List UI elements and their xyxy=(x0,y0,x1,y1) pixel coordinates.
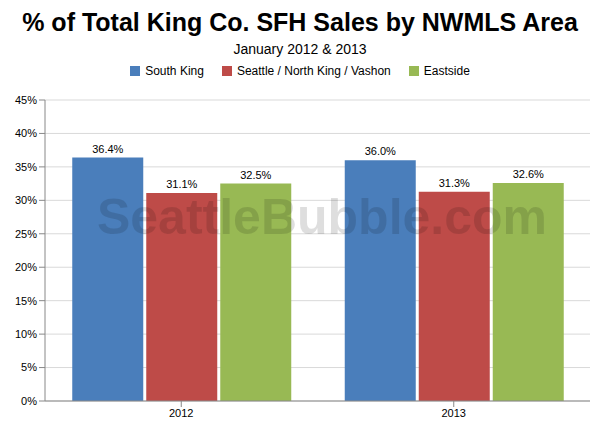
html-text:January 2012 & 2013: January 2012 & 2013 xyxy=(233,41,367,57)
svg-text:36.4%: 36.4% xyxy=(92,143,123,155)
svg-text:30%: 30% xyxy=(15,194,37,206)
svg-text:2013: 2013 xyxy=(442,407,466,419)
svg-text:15%: 15% xyxy=(15,295,37,307)
html-text:South King: South King xyxy=(145,64,204,78)
html-text:Eastside: Eastside xyxy=(423,64,470,78)
svg-text:32.5%: 32.5% xyxy=(240,169,271,181)
svg-text:5%: 5% xyxy=(21,361,37,373)
svg-text:31.1%: 31.1% xyxy=(166,178,197,190)
svg-text:10%: 10% xyxy=(15,328,37,340)
svg-text:45%: 45% xyxy=(15,94,37,106)
html-text:Seattle / North King / Vashon: Seattle / North King / Vashon xyxy=(236,64,391,78)
svg-text:31.3%: 31.3% xyxy=(439,177,470,189)
svg-text:2012: 2012 xyxy=(169,407,193,419)
svg-text:0%: 0% xyxy=(21,395,37,407)
svg-text:20%: 20% xyxy=(15,261,37,273)
svg-text:35%: 35% xyxy=(15,161,37,173)
svg-text:32.6%: 32.6% xyxy=(513,168,544,180)
svg-text:36.0%: 36.0% xyxy=(365,145,396,157)
svg-text:40%: 40% xyxy=(15,127,37,139)
svg-text:25%: 25% xyxy=(15,228,37,240)
html-text:% of Total King Co. SFH Sales: % of Total King Co. SFH Sales by NWMLS A… xyxy=(22,8,578,36)
html-text:SeattleBubble.com: SeattleBubble.com xyxy=(96,189,547,245)
